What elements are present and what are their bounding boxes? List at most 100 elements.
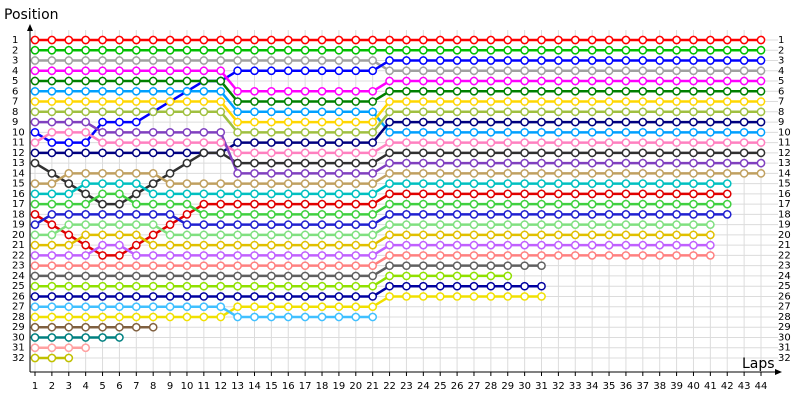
lap-marker (98, 56, 107, 65)
lap-marker (199, 189, 209, 199)
x-tick-label: 43 (738, 381, 751, 392)
lap-marker (30, 76, 40, 86)
lap-marker (402, 169, 411, 178)
lap-marker (604, 76, 614, 86)
lap-marker (300, 210, 310, 219)
x-axis-title: Laps (742, 356, 775, 372)
lap-marker (216, 292, 226, 301)
y-tick-label: 3 (12, 56, 18, 67)
lap-marker (537, 281, 546, 291)
lap-marker (334, 271, 344, 281)
y-tick-label: 14 (12, 168, 25, 179)
y-tick-label-right: 1 (778, 35, 784, 46)
lap-marker (705, 179, 715, 188)
y-tick-label-right: 2 (778, 45, 784, 56)
lap-marker (385, 169, 394, 178)
lap-marker (351, 107, 361, 117)
lap-marker (486, 138, 496, 147)
lap-marker (131, 169, 141, 178)
lap-marker (47, 179, 57, 188)
lap-marker (81, 169, 91, 178)
y-tick-label: 7 (12, 97, 18, 108)
lap-marker (216, 261, 226, 271)
lap-marker (655, 220, 665, 229)
lap-marker (300, 261, 310, 271)
lap-marker (64, 261, 74, 271)
lap-marker (98, 220, 107, 229)
lap-marker (283, 240, 293, 250)
lap-marker (520, 158, 529, 168)
lap-marker (300, 292, 310, 301)
lap-marker (469, 230, 479, 240)
lap-marker (756, 107, 766, 117)
lap-marker (385, 107, 394, 117)
lap-marker (317, 138, 327, 147)
lap-marker (317, 66, 327, 76)
lap-marker (199, 179, 209, 188)
lap-marker (81, 333, 91, 342)
lap-marker (689, 97, 698, 106)
lap-marker (469, 199, 479, 209)
lap-marker (351, 97, 361, 106)
lap-marker (486, 292, 496, 301)
lap-marker (655, 251, 665, 260)
lap-marker (554, 66, 563, 76)
lap-marker (250, 210, 259, 219)
y-tick-label: 4 (12, 66, 18, 77)
lap-marker (283, 220, 293, 229)
lap-marker (435, 35, 445, 45)
lap-marker (64, 343, 74, 353)
lap-marker (587, 251, 597, 260)
lap-marker (638, 148, 648, 158)
lap-marker (486, 189, 496, 199)
lap-marker (739, 158, 749, 168)
lap-marker (621, 45, 631, 55)
lap-marker (317, 199, 327, 209)
y-tick-label: 10 (12, 127, 25, 138)
y-tick-label: 15 (12, 179, 25, 190)
lap-marker (486, 76, 496, 86)
lap-marker (165, 86, 175, 96)
lap-marker (165, 35, 175, 45)
x-tick-label: 14 (248, 381, 261, 392)
lap-marker (486, 281, 496, 291)
lap-marker (267, 251, 276, 260)
lap-marker (267, 210, 276, 219)
lap-marker (317, 240, 327, 250)
lap-marker (452, 271, 462, 281)
lap-marker (30, 261, 40, 271)
lap-marker (689, 117, 698, 127)
lap-marker (30, 158, 40, 168)
lap-marker (486, 240, 496, 250)
lap-marker (148, 210, 158, 219)
lap-marker (638, 35, 648, 45)
lap-marker (148, 107, 158, 117)
lap-marker (402, 271, 411, 281)
lap-marker (233, 45, 242, 55)
lap-marker (131, 271, 141, 281)
lap-marker (570, 230, 580, 240)
lap-marker (131, 127, 141, 137)
lap-marker (469, 169, 479, 178)
lap-marker (469, 281, 479, 291)
lap-marker (385, 35, 394, 45)
lap-marker (81, 281, 91, 291)
lap-marker (486, 45, 496, 55)
lap-marker (148, 230, 158, 240)
lap-marker (756, 76, 766, 86)
lap-marker (30, 127, 40, 137)
lap-marker (81, 86, 91, 96)
lap-marker (250, 56, 259, 65)
lap-marker (537, 210, 546, 219)
lap-marker (486, 210, 496, 219)
lap-marker (317, 220, 327, 229)
lap-marker (722, 117, 732, 127)
lap-marker (486, 56, 496, 65)
lap-marker (705, 189, 715, 199)
lap-marker (469, 210, 479, 219)
lap-marker (267, 189, 276, 199)
lap-marker (672, 56, 681, 65)
lap-marker (250, 302, 259, 312)
lap-marker (351, 220, 361, 229)
lap-marker (317, 179, 327, 188)
